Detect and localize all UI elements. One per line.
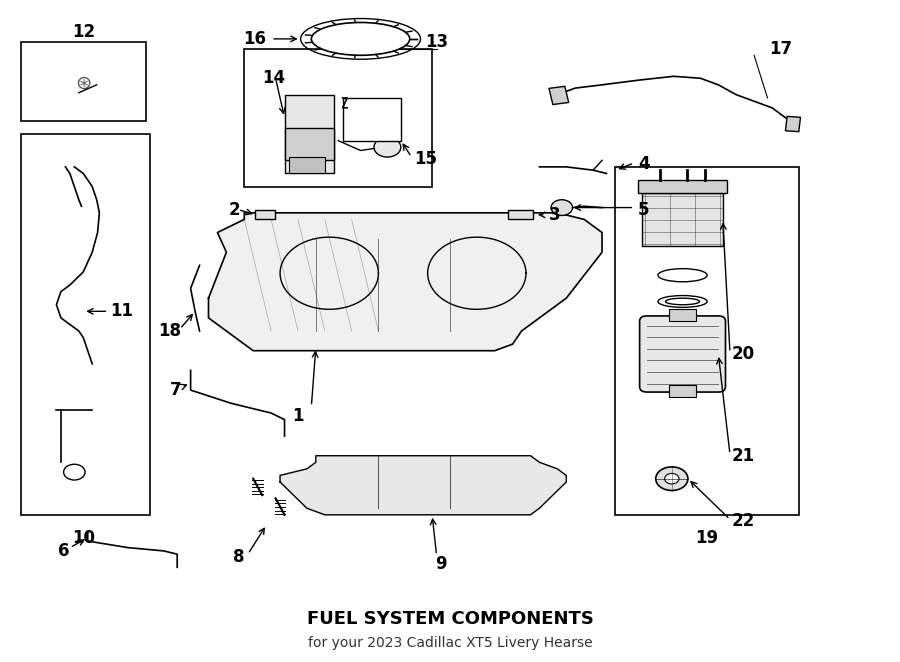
Ellipse shape [658,269,707,282]
Circle shape [656,467,688,491]
Bar [638,180,727,193]
Ellipse shape [666,298,699,305]
Text: 8: 8 [233,549,244,567]
Text: 14: 14 [262,70,285,87]
Bar [508,210,533,219]
Text: 15: 15 [414,150,437,168]
Bar [255,211,274,219]
Text: 12: 12 [72,23,94,41]
Text: 9: 9 [436,555,447,573]
Text: 13: 13 [425,33,448,51]
Bar [786,117,800,132]
Text: 4: 4 [638,155,650,173]
Text: 2: 2 [229,201,239,218]
Text: 21: 21 [732,447,755,465]
Bar [669,309,696,321]
Text: 6: 6 [58,542,70,560]
Text: 20: 20 [732,345,755,363]
Polygon shape [280,455,566,515]
Circle shape [374,137,400,157]
Bar [289,157,325,173]
Bar [21,134,150,515]
Text: 11: 11 [110,303,133,320]
Text: FUEL SYSTEM COMPONENTS: FUEL SYSTEM COMPONENTS [307,610,593,628]
Circle shape [64,464,86,480]
Text: 5: 5 [638,201,649,218]
Text: ⊛: ⊛ [75,74,92,93]
Bar [284,128,334,160]
Bar [669,385,696,397]
Text: 22: 22 [732,512,755,530]
Circle shape [665,473,679,484]
FancyBboxPatch shape [640,316,725,392]
Text: 1: 1 [292,407,303,426]
Ellipse shape [658,295,707,307]
Text: 10: 10 [72,529,94,547]
Text: 7: 7 [170,381,182,399]
Text: 17: 17 [770,40,793,58]
Bar [21,42,146,121]
Text: 19: 19 [695,529,718,547]
Text: for your 2023 Cadillac XT5 Livery Hearse: for your 2023 Cadillac XT5 Livery Hearse [308,636,592,650]
Text: 3: 3 [548,206,560,224]
Bar [284,95,334,173]
Bar [643,193,723,246]
Ellipse shape [311,23,410,56]
Bar [549,86,569,105]
Circle shape [551,200,572,215]
Bar [616,167,799,515]
Bar [343,98,400,140]
Text: 16: 16 [244,30,266,48]
Bar [244,49,432,187]
Polygon shape [209,213,602,351]
Text: 18: 18 [158,322,182,340]
